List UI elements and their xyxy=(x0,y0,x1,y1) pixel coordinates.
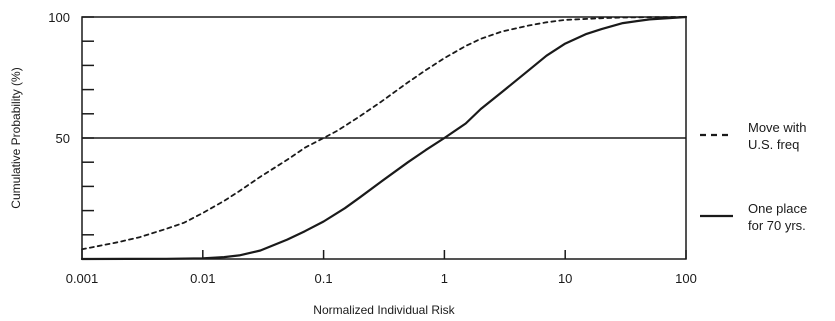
series-one-place-70-yrs xyxy=(80,15,688,261)
legend-label: U.S. freq xyxy=(748,137,799,152)
ticks-layer: 0.001 0.01 0.1 1 10 100 50 100 xyxy=(48,10,697,286)
legend-label: One place xyxy=(748,201,807,216)
legend-label: for 70 yrs. xyxy=(748,218,806,233)
x-tick-label: 0.01 xyxy=(190,271,215,286)
legend: Move with U.S. freq One place for 70 yrs. xyxy=(700,120,807,233)
x-axis-label: Normalized Individual Risk xyxy=(313,303,455,317)
x-tick-label: 1 xyxy=(441,271,448,286)
x-tick-label: 0.1 xyxy=(315,271,333,286)
y-tick-label: 50 xyxy=(56,131,70,146)
legend-label: Move with xyxy=(748,120,807,135)
y-axis-label: Cumulative Probability (%) xyxy=(9,67,23,208)
x-tick-label: 10 xyxy=(558,271,572,286)
series-lines xyxy=(80,15,688,261)
series-move-with-us-freq xyxy=(81,16,687,251)
x-tick-label: 0.001 xyxy=(66,271,99,286)
y-tick-label: 100 xyxy=(48,10,70,25)
x-tick-label: 100 xyxy=(675,271,697,286)
